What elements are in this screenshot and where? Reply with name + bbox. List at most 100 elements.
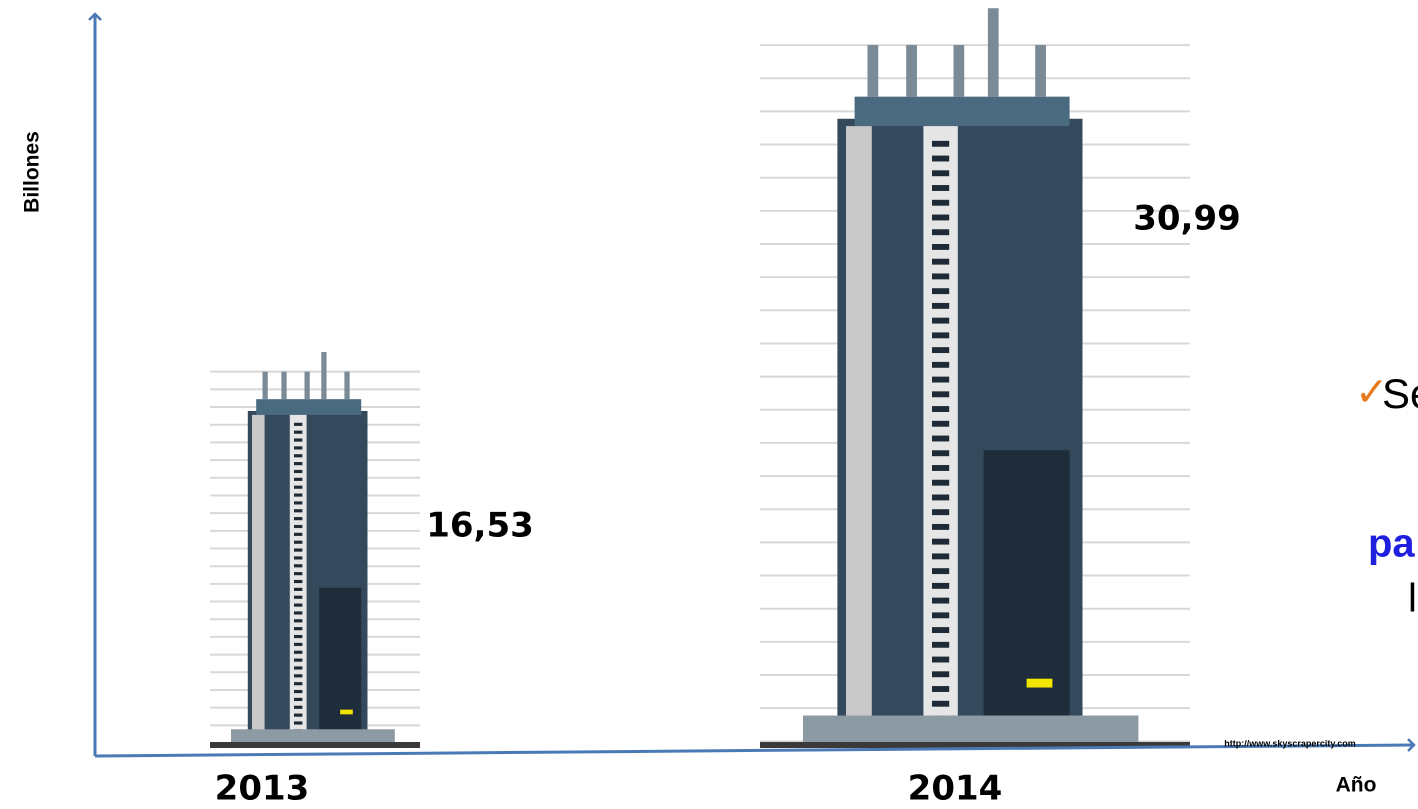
building-window bbox=[294, 509, 303, 513]
building-window bbox=[932, 597, 950, 604]
building-window bbox=[932, 494, 950, 501]
building-window bbox=[932, 435, 950, 442]
building-window bbox=[294, 485, 303, 489]
building-antenna bbox=[1035, 45, 1046, 97]
building-window bbox=[932, 273, 950, 280]
building-antenna bbox=[987, 8, 999, 97]
building-window bbox=[294, 469, 303, 474]
building-window bbox=[294, 446, 303, 450]
building-window bbox=[932, 361, 950, 368]
building-stripe bbox=[846, 126, 872, 746]
x-tick-label: 2013 bbox=[215, 769, 310, 809]
building-window bbox=[294, 501, 303, 505]
building-window bbox=[932, 479, 950, 486]
building-window bbox=[294, 627, 303, 631]
building-window bbox=[932, 420, 950, 427]
building-antenna bbox=[953, 45, 965, 97]
building-antenna bbox=[281, 371, 287, 400]
x-tick-label: 2014 bbox=[908, 769, 1003, 809]
building-window bbox=[294, 619, 303, 623]
value-label: 30,99 bbox=[1133, 199, 1241, 239]
building-window bbox=[294, 438, 303, 442]
building-stripe bbox=[252, 414, 265, 745]
building-antenna bbox=[344, 371, 350, 400]
building-antenna bbox=[906, 45, 917, 97]
building-window bbox=[932, 686, 950, 692]
building-window bbox=[932, 553, 950, 560]
building-window bbox=[932, 627, 950, 634]
building-window bbox=[932, 509, 950, 516]
buildings bbox=[210, 8, 1190, 748]
building-window bbox=[294, 579, 303, 584]
building-window bbox=[294, 477, 303, 481]
building-window bbox=[294, 682, 303, 686]
building-window bbox=[294, 595, 303, 599]
side-text: pa bbox=[1368, 522, 1415, 566]
side-text: Se bbox=[1382, 370, 1418, 417]
building-window bbox=[932, 140, 950, 147]
x-axis-label: Año bbox=[1336, 774, 1377, 797]
building-window bbox=[932, 332, 950, 339]
building-window bbox=[932, 641, 950, 648]
building-flag bbox=[1026, 678, 1053, 688]
building-window bbox=[294, 548, 303, 552]
building-window bbox=[932, 244, 950, 250]
building-window bbox=[294, 697, 303, 701]
building-base bbox=[231, 729, 395, 745]
building-window bbox=[932, 582, 950, 589]
building-window bbox=[294, 572, 303, 576]
building-window bbox=[294, 517, 303, 521]
building-window bbox=[932, 538, 950, 545]
building-window bbox=[294, 713, 303, 717]
building-window bbox=[294, 532, 303, 536]
building-window bbox=[294, 422, 303, 426]
building-window bbox=[294, 658, 303, 662]
building-window bbox=[294, 650, 303, 654]
source: http://www.skyscrapercity.com bbox=[1224, 738, 1356, 748]
building-window bbox=[932, 700, 950, 707]
building-window bbox=[294, 666, 303, 670]
building-window bbox=[932, 347, 950, 354]
building-window bbox=[294, 430, 303, 434]
building-window bbox=[294, 705, 303, 709]
building-crown bbox=[256, 399, 362, 415]
building-window bbox=[932, 612, 950, 619]
building-window bbox=[932, 214, 950, 221]
building-window bbox=[932, 229, 950, 236]
check-icon: ✓ bbox=[1355, 371, 1389, 415]
building-window bbox=[294, 540, 303, 544]
building-window bbox=[294, 493, 303, 497]
building-shade bbox=[983, 450, 1070, 745]
building-window bbox=[932, 258, 950, 265]
building-window bbox=[294, 689, 303, 694]
building-window bbox=[932, 523, 950, 530]
building-window bbox=[932, 406, 950, 412]
building-window bbox=[932, 391, 950, 398]
building-window bbox=[294, 564, 303, 568]
y-axis-label: Billones bbox=[21, 131, 44, 213]
building-antenna bbox=[867, 45, 879, 97]
building-window bbox=[294, 556, 303, 560]
side-text: l bbox=[1408, 577, 1417, 621]
building-window bbox=[932, 185, 950, 191]
building-antenna bbox=[321, 352, 327, 400]
building-window bbox=[294, 603, 303, 607]
building-window bbox=[294, 462, 303, 466]
building-window bbox=[932, 302, 950, 309]
building-ground bbox=[760, 742, 1190, 748]
building-window bbox=[294, 454, 303, 458]
building-flag bbox=[340, 709, 353, 715]
building-window bbox=[932, 199, 950, 206]
building-window bbox=[294, 524, 303, 529]
building-window bbox=[294, 611, 303, 615]
building-window bbox=[932, 568, 950, 575]
x-axis bbox=[94, 738, 1416, 758]
building-base bbox=[803, 715, 1139, 745]
building-shade bbox=[319, 587, 362, 745]
building-window bbox=[932, 671, 950, 678]
building-window bbox=[932, 376, 950, 383]
building-window bbox=[932, 288, 950, 295]
building-window bbox=[932, 465, 950, 471]
value-label: 16,53 bbox=[426, 506, 534, 546]
